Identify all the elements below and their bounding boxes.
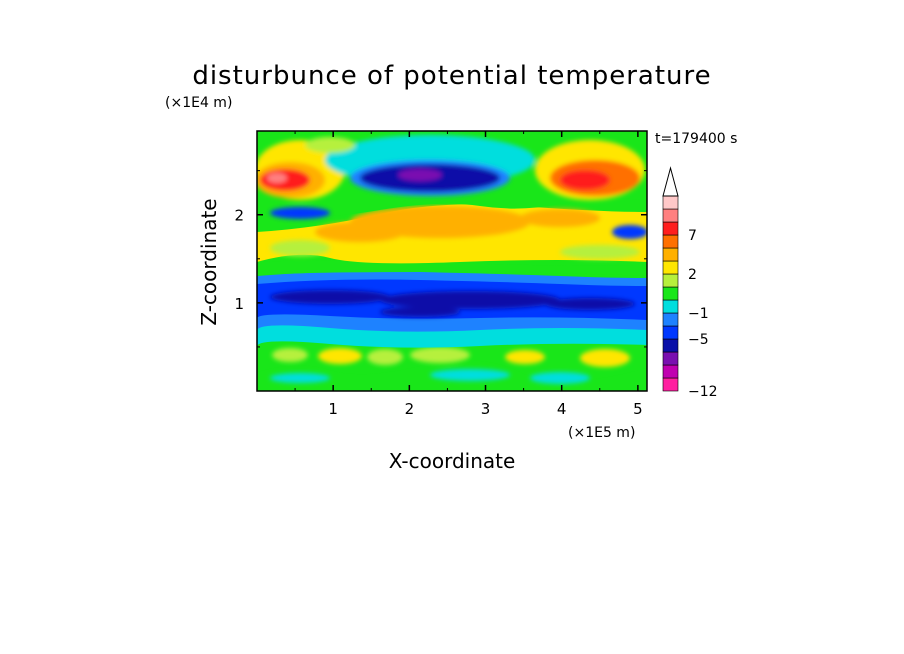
x-tick-label: 1 [328,400,338,418]
tick-labels: 1 2 3 4 5 1 2 [234,207,642,418]
colorbar-label: −12 [688,384,718,400]
colorbar-swatch [662,312,679,327]
colorbar-arrow [662,166,679,197]
colorbar-swatch [662,260,679,275]
colorbar-swatch [662,273,679,288]
axis-ticks [257,131,647,391]
colorbar-labels: −12−5−127 [688,228,718,400]
colorbar-swatch [662,325,679,340]
x-tick-label: 4 [557,400,567,418]
colorbar-swatch [662,351,679,366]
plot-frame [256,130,648,392]
x-tick-label: 3 [481,400,491,418]
colorbar-swatch [662,377,679,392]
colorbar-swatch [662,234,679,249]
colorbar-swatch [662,208,679,223]
time-label: t=179400 s [655,131,737,147]
colorbar-label: 2 [688,267,697,283]
colorbar-swatch [662,221,679,236]
x-tick-label: 5 [633,400,643,418]
colorbar-label: 7 [688,228,697,244]
colorbar-swatch [662,247,679,262]
y-axis-label: Z-coordinate [197,198,221,325]
x-axis-label: X-coordinate [389,449,516,473]
y-unit-label: (×1E4 m) [165,95,232,111]
colorbar-label: −5 [688,332,709,348]
colorbar [662,166,679,392]
heatmap-field [257,131,647,391]
colorbar-swatch [662,195,679,210]
chart-title: disturbunce of potential temperature [192,61,711,91]
colorbar-swatch [662,364,679,379]
y-tick-label: 1 [234,295,244,313]
colorbar-swatch [662,338,679,353]
colorbar-swatch [662,286,679,301]
x-unit-label: (×1E5 m) [568,425,635,441]
colorbar-label: −1 [688,306,709,322]
x-tick-label: 2 [405,400,415,418]
y-tick-label: 2 [234,207,244,225]
colorbar-swatch [662,299,679,314]
